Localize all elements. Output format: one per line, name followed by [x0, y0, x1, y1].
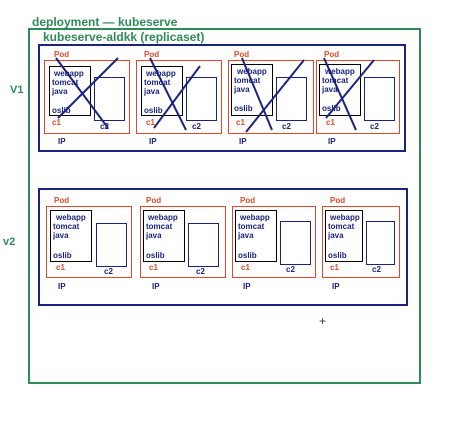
c1-lang-text: java: [322, 85, 338, 94]
container-c2: [188, 223, 219, 267]
ip-label: IP: [58, 137, 66, 146]
c1-lang-text: java: [146, 231, 162, 240]
c1-server-text: tomcat: [52, 78, 79, 87]
c2-label: c2: [196, 267, 205, 276]
ip-label: IP: [332, 282, 340, 291]
c2-label: c2: [104, 267, 113, 276]
c1-server-text: tomcat: [146, 222, 173, 231]
c1-label: c1: [149, 263, 158, 272]
c1-label: c1: [146, 118, 155, 127]
c1-app-text: webapp: [146, 69, 176, 78]
ip-label: IP: [149, 137, 157, 146]
c2-label: c2: [192, 122, 201, 131]
c1-lang-text: java: [144, 87, 160, 96]
pod-box: [44, 60, 130, 134]
replicaset-label: kubeserve-aldkk (replicaset): [43, 30, 205, 44]
c1-app-text: webapp: [237, 67, 267, 76]
ip-label: IP: [58, 282, 66, 291]
c1-app-text: webapp: [325, 67, 355, 76]
c1-label: c1: [52, 118, 61, 127]
pod-box: [46, 206, 132, 278]
c1-lib-text: oslib: [52, 106, 71, 115]
container-c1: [141, 66, 183, 116]
c1-lib-text: oslib: [144, 106, 163, 115]
c1-label: c1: [236, 118, 245, 127]
ip-label: IP: [328, 137, 336, 146]
container-c2: [366, 221, 395, 265]
c1-lang-text: java: [53, 231, 69, 240]
pod-label: Pod: [324, 50, 340, 59]
c1-lib-text: oslib: [322, 104, 341, 113]
ip-label: IP: [243, 282, 251, 291]
pod-box: [228, 60, 314, 134]
c1-label: c1: [326, 118, 335, 127]
pod-label: Pod: [146, 196, 162, 205]
c2-label: c2: [286, 265, 295, 274]
c1-server-text: tomcat: [328, 222, 355, 231]
c1-lib-text: oslib: [234, 104, 253, 113]
pod-label: Pod: [240, 196, 256, 205]
c1-label: c1: [241, 263, 250, 272]
pod-label: Pod: [54, 50, 70, 59]
pod-crossed-out-icon: [55, 57, 119, 129]
c1-lib-text: oslib: [146, 251, 165, 260]
container-c1: [325, 210, 363, 262]
pod-label: Pod: [54, 196, 70, 205]
c2-label: c2: [282, 122, 291, 131]
c1-label: c1: [56, 263, 65, 272]
c1-server-text: tomcat: [238, 222, 265, 231]
v2-replicaset-box: [38, 188, 408, 306]
c1-app-text: webapp: [240, 213, 270, 222]
c1-server-text: tomcat: [322, 76, 349, 85]
pod-box: [136, 60, 222, 134]
c1-lib-text: oslib: [238, 251, 257, 260]
pod-box: [140, 206, 226, 278]
pod-label: Pod: [144, 50, 160, 59]
pod-box: [232, 206, 316, 278]
c2-label: c2: [100, 122, 109, 131]
c1-app-text: webapp: [54, 69, 84, 78]
c1-app-text: webapp: [56, 213, 86, 222]
c2-label: c2: [370, 122, 379, 131]
container-c1: [319, 64, 361, 116]
c1-server-text: tomcat: [234, 76, 261, 85]
crosshair-icon: +: [319, 314, 327, 328]
container-c2: [186, 77, 217, 121]
container-c2: [96, 223, 127, 267]
c1-app-text: webapp: [148, 213, 178, 222]
container-c2: [364, 77, 395, 121]
pod-label: Pod: [330, 196, 346, 205]
deployment-label: deployment — kubeserve: [32, 15, 178, 29]
c1-app-text: webapp: [330, 213, 360, 222]
pod-box: [316, 60, 400, 134]
container-c2: [276, 77, 307, 121]
ip-label: IP: [152, 282, 160, 291]
container-c1: [50, 210, 92, 262]
c1-lang-text: java: [52, 87, 68, 96]
pod-box: [322, 206, 400, 278]
v2-label: v2: [3, 236, 16, 248]
pod-crossed-out-icon: [241, 57, 305, 133]
c1-lib-text: oslib: [53, 251, 72, 260]
pod-label: Pod: [234, 50, 250, 59]
pod-crossed-out-icon: [323, 57, 375, 131]
container-c2: [280, 221, 311, 265]
c1-lang-text: java: [238, 231, 254, 240]
c1-lang-text: java: [328, 231, 344, 240]
ip-label: IP: [239, 137, 247, 146]
c1-server-text: tomcat: [144, 78, 171, 87]
v1-replicaset-box: [38, 44, 406, 152]
v1-label: V1: [10, 84, 24, 96]
c1-lib-text: oslib: [328, 251, 347, 260]
c1-server-text: tomcat: [53, 222, 80, 231]
c1-lang-text: java: [234, 85, 250, 94]
c2-label: c2: [372, 265, 381, 274]
deployment-box: [28, 28, 421, 384]
pod-crossed-out-icon: [149, 57, 201, 131]
container-c2: [94, 77, 125, 121]
container-c1: [235, 210, 277, 262]
container-c1: [143, 210, 185, 262]
c1-label: c1: [330, 263, 339, 272]
